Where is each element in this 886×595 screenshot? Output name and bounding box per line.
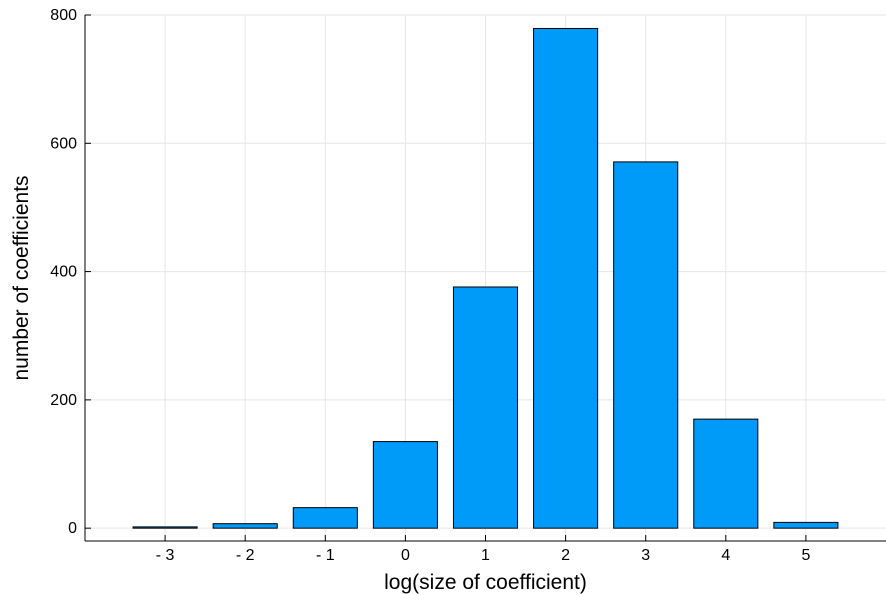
x-tick-label: 2 bbox=[561, 547, 570, 564]
y-tick-label: 800 bbox=[50, 7, 77, 24]
bar bbox=[212, 523, 278, 529]
bar bbox=[372, 441, 438, 529]
x-tick-label: - 2 bbox=[236, 547, 255, 564]
bar bbox=[452, 286, 519, 529]
x-tick-label: - 3 bbox=[156, 547, 175, 564]
x-tick-label: 5 bbox=[801, 547, 810, 564]
y-tick-label: 0 bbox=[68, 520, 77, 537]
y-tick-label: 600 bbox=[50, 135, 77, 152]
x-tick-label: 4 bbox=[721, 547, 730, 564]
y-tick-label: 400 bbox=[50, 264, 77, 281]
bars bbox=[132, 27, 839, 529]
bar bbox=[132, 526, 198, 529]
bar bbox=[292, 507, 358, 529]
bar bbox=[693, 418, 759, 529]
bar bbox=[613, 161, 679, 529]
x-tick-label: - 1 bbox=[316, 547, 335, 564]
x-tick-label: 1 bbox=[481, 547, 490, 564]
ticks: - 3 - 2 - 1 0 1 2 3 4 5 0 200 400 600 800 bbox=[50, 7, 810, 564]
bar bbox=[773, 521, 839, 529]
x-tick-label: 0 bbox=[401, 547, 410, 564]
x-axis-title: log(size of coefficient) bbox=[384, 571, 587, 594]
y-tick-label: 200 bbox=[50, 392, 77, 409]
y-axis-title: number of coefficients bbox=[10, 175, 33, 380]
bar bbox=[533, 27, 599, 529]
x-tick-label: 3 bbox=[641, 547, 650, 564]
